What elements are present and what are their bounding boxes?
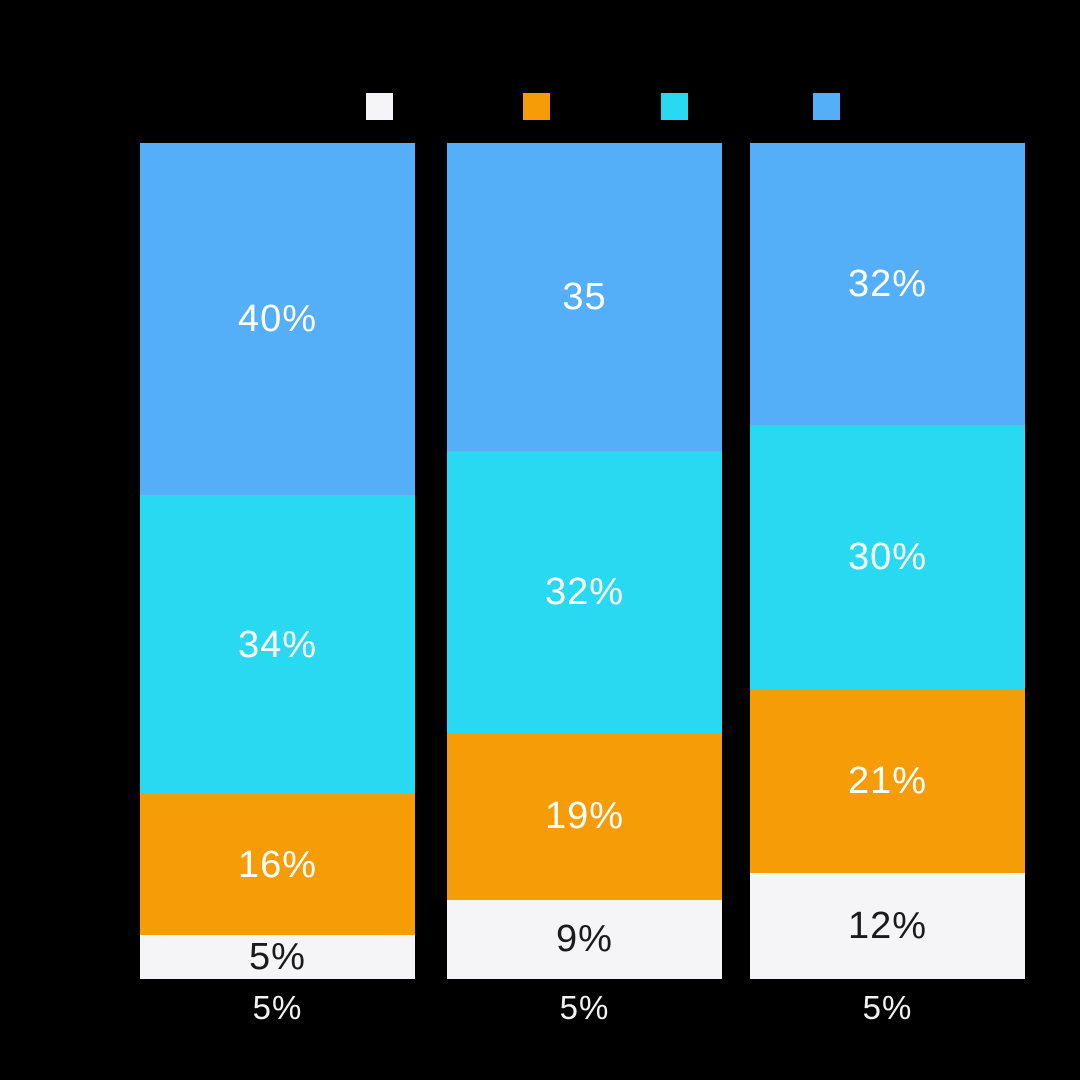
segment-value-label: 30% (847, 535, 928, 578)
bar-1-segment-series-blue: 40% (140, 143, 415, 495)
segment-value-label: 35 (562, 276, 607, 318)
legend-swatch-series-orange (523, 93, 550, 120)
legend (0, 0, 1080, 140)
bar-2-segment-series-white: 9% (447, 899, 722, 979)
bar-3-segment-series-orange: 21% (750, 688, 1025, 874)
x-axis-label-3: 5% (862, 989, 913, 1026)
segment-value-label: 9% (556, 918, 613, 961)
segment-value-label: 32% (544, 570, 625, 613)
bar-3-segment-series-cyan: 30% (750, 424, 1025, 689)
bar-3-segment-series-blue: 32% (750, 143, 1025, 425)
x-axis-label-2: 5% (559, 989, 610, 1026)
bar-1: 40% 34% 16% 5% (140, 143, 415, 979)
bar-3: 32% 30% 21% 12% (750, 143, 1025, 979)
segment-value-label: 40% (237, 298, 318, 340)
segment-value-label: 16% (237, 843, 318, 886)
segment-value-label: 12% (847, 905, 928, 948)
bar-1-segment-series-orange: 16% (140, 794, 415, 935)
x-axis-labels: 5% 5% 5% (140, 988, 1025, 1028)
bar-1-segment-series-white: 5% (140, 934, 415, 979)
legend-swatch-series-white (366, 93, 393, 120)
segment-value-label: 19% (544, 795, 625, 838)
segment-value-label: 34% (237, 623, 318, 666)
x-axis-label-1: 5% (252, 989, 303, 1026)
legend-swatch-series-cyan (661, 93, 688, 120)
segment-value-label: 32% (847, 262, 928, 305)
bar-2-segment-series-cyan: 32% (447, 451, 722, 733)
plot-area: 40% 34% 16% 5% 35 32% 19% 9% 32% 30% 21% 12% (140, 143, 1025, 979)
bar-2-segment-series-orange: 19% (447, 732, 722, 900)
bar-2: 35 32% 19% 9% (447, 143, 722, 979)
segment-value-label: 21% (847, 759, 928, 802)
segment-value-label: 5% (249, 935, 306, 978)
bar-1-segment-series-cyan: 34% (140, 495, 415, 795)
legend-swatch-series-blue (813, 93, 840, 120)
bar-3-segment-series-white: 12% (750, 873, 1025, 979)
bar-2-segment-series-blue: 35 (447, 143, 722, 451)
